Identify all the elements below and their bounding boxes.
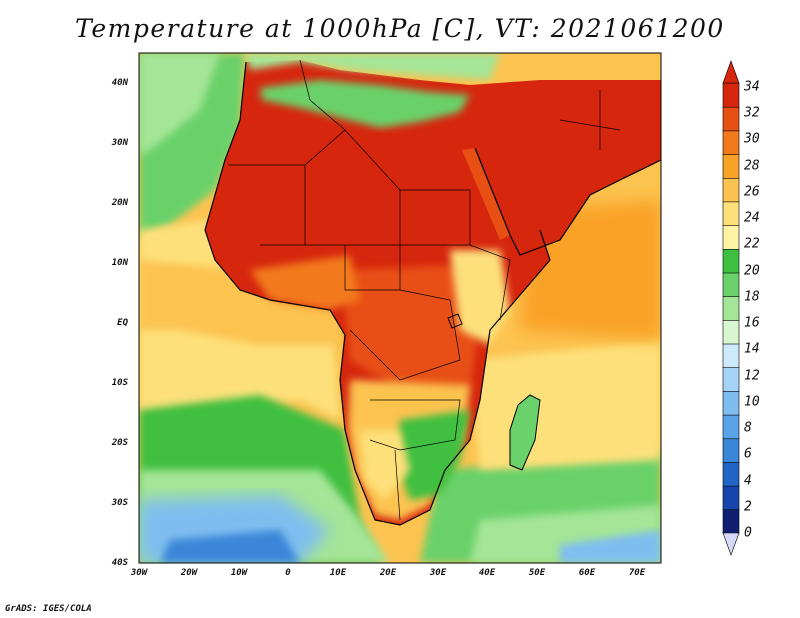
colorbar <box>722 60 740 556</box>
east-africa-highlands <box>450 250 510 345</box>
colorbar-swatch <box>722 106 740 132</box>
country-borders <box>228 59 621 521</box>
lat-tick-label: 20N <box>111 198 128 208</box>
colorbar-swatch <box>722 461 740 487</box>
footer-credit: GrADS: IGES/COLA <box>5 604 92 614</box>
lat-tick-label: 30N <box>111 138 128 148</box>
southern-africa-green <box>395 410 470 500</box>
colorbar-swatch <box>722 248 740 274</box>
colorbar-tick-label: 6 <box>744 446 752 462</box>
colorbar-swatch <box>722 485 740 511</box>
lon-tick-label: 10E <box>329 568 347 578</box>
indian-ocean-yellow <box>470 340 661 470</box>
map-border <box>138 52 662 564</box>
colorbar-tick-label: 0 <box>744 525 752 541</box>
lon-tick-label: 30W <box>130 568 148 578</box>
lon-tick-label: 20E <box>379 568 397 578</box>
colorbar-tick-label: 30 <box>744 131 760 147</box>
colorbar-swatch <box>722 366 740 392</box>
colorbar-swatch <box>722 437 740 463</box>
colorbar-swatch <box>722 508 740 534</box>
colorbar-tick-label: 4 <box>744 473 752 489</box>
colorbar-tick-label: 24 <box>744 210 760 226</box>
colorbar-swatch <box>722 272 740 298</box>
lon-tick-label: 30E <box>429 568 447 578</box>
colorbar-tick-label: 34 <box>744 79 760 95</box>
colorbar-tick-label: 32 <box>744 105 760 121</box>
colorbar-swatch <box>722 177 740 203</box>
colorbar-swatch <box>722 201 740 226</box>
lon-tick-label: 60E <box>578 568 596 578</box>
colorbar-swatch <box>722 343 740 369</box>
lon-tick-label: 10W <box>230 568 248 578</box>
southern-ocean-colder <box>160 530 300 563</box>
colorbar-swatch <box>722 319 740 345</box>
red-sea <box>462 148 510 240</box>
colorbar-tick-label: 18 <box>744 289 760 305</box>
madagascar <box>509 394 541 471</box>
chart-title: Temperature at 1000hPa [C], VT: 20210612… <box>75 14 725 43</box>
africa-coastline <box>204 61 551 526</box>
colorbar-tick-label: 10 <box>744 394 760 410</box>
colorbar-top-arrow <box>722 60 740 84</box>
lon-tick-label: 40E <box>478 568 496 578</box>
colorbar-bottom-arrow <box>722 532 740 556</box>
colorbar-tick-label: 12 <box>744 368 760 384</box>
lat-tick-label: 10N <box>111 258 128 268</box>
colorbar-tick-label: 26 <box>744 184 760 200</box>
colorbar-tick-label: 8 <box>744 420 752 436</box>
arabia-coastline <box>474 147 661 256</box>
lat-tick-label: EQ <box>117 318 128 328</box>
colorbar-tick-label: 16 <box>744 315 760 331</box>
mediterranean-sea <box>260 80 470 128</box>
lon-tick-label: 70E <box>628 568 646 578</box>
arabia-land <box>470 80 661 255</box>
colorbar-swatch <box>722 414 740 440</box>
lat-tick-label: 30S <box>111 498 128 508</box>
colorbar-swatch <box>722 130 740 155</box>
central-africa-warm <box>340 265 480 390</box>
colorbar-swatch <box>722 224 740 250</box>
lake-victoria <box>447 313 463 329</box>
colorbar-tick-label: 22 <box>744 236 760 252</box>
lat-tick-label: 10S <box>111 378 128 388</box>
colorbar-tick-label: 28 <box>744 158 760 174</box>
europe-land <box>245 53 500 80</box>
lat-tick-label: 40S <box>111 558 128 568</box>
colorbar-tick-label: 2 <box>744 499 752 515</box>
colorbar-swatch <box>722 153 740 179</box>
equatorial-band <box>250 255 360 310</box>
south-indian-blue <box>560 530 661 563</box>
lat-tick-label: 20S <box>111 438 128 448</box>
colorbar-swatch <box>722 82 740 108</box>
colorbar-swatch <box>722 390 740 416</box>
colorbar-tick-label: 20 <box>744 263 760 279</box>
colorbar-swatch <box>722 295 740 321</box>
lon-tick-label: 0 <box>285 568 291 578</box>
north-atlantic-light <box>139 53 220 155</box>
atlantic-orange-band <box>139 260 345 345</box>
lat-tick-label: 40N <box>111 78 128 88</box>
lon-tick-label: 20W <box>180 568 198 578</box>
colorbar-tick-label: 14 <box>744 341 760 357</box>
lon-tick-label: 50E <box>528 568 546 578</box>
